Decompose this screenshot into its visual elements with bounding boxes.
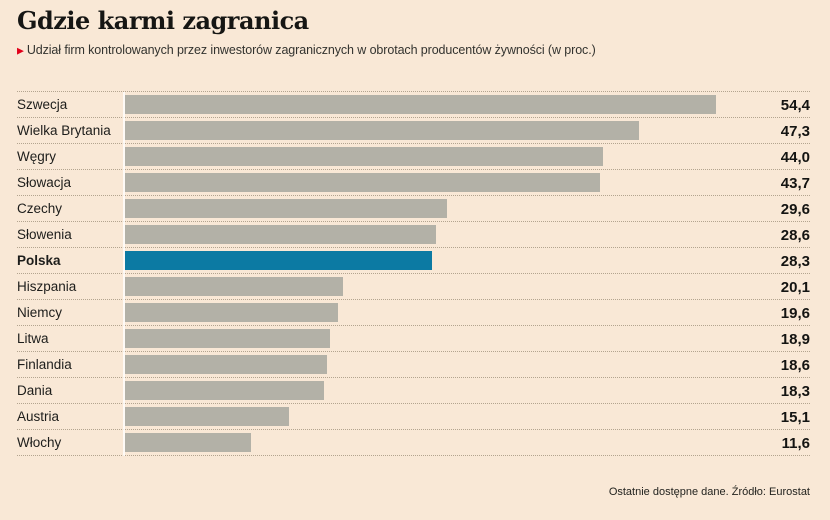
row-label: Litwa: [17, 331, 49, 347]
chart-subtitle-text: Udział firm kontrolowanych przez inwesto…: [26, 43, 596, 57]
bar: [125, 198, 447, 218]
row-value: 18,9: [780, 330, 810, 348]
bar-track: [123, 221, 748, 248]
bar-track: [123, 169, 748, 196]
source-note: Ostatnie dostępne dane. Źródło: Eurostat: [608, 486, 810, 498]
bar-track: [123, 117, 748, 144]
bar: [125, 172, 600, 192]
bar-chart: Szwecja 54,4 Wielka Brytania 47,3 Węgry 44,0 S…: [17, 91, 810, 456]
row-label: Austria: [17, 409, 60, 425]
chart-row: Wielka Brytania 47,3: [17, 117, 810, 144]
chart-row: Słowenia 28,6: [17, 221, 810, 248]
row-value: 54,4: [780, 96, 810, 114]
bar: [125, 380, 324, 400]
bar-track: [123, 91, 748, 118]
bar-track: [123, 299, 748, 326]
bar-track: [123, 325, 748, 352]
chart-title: Gdzie karmi zagranica: [17, 6, 309, 35]
chart-row: Finlandia 18,6: [17, 351, 810, 378]
bar-track: [123, 247, 748, 274]
bar: [125, 94, 716, 114]
chart-row: Węgry 44,0: [17, 143, 810, 170]
row-label: Polska: [17, 253, 61, 269]
row-value: 20,1: [780, 278, 810, 296]
row-label: Hiszpania: [17, 279, 77, 295]
row-value: 19,6: [780, 304, 810, 322]
row-label: Niemcy: [17, 305, 63, 321]
row-label: Wielka Brytania: [17, 123, 111, 139]
chart-row: Włochy 11,6: [17, 429, 810, 456]
chart-row: Słowacja 43,7: [17, 169, 810, 196]
row-label: Włochy: [17, 435, 62, 451]
chart-row: Hiszpania 20,1: [17, 273, 810, 300]
row-label: Dania: [17, 383, 53, 399]
chart-subtitle: ▶ Udział firm kontrolowanych przez inwes…: [17, 43, 596, 57]
chart-row: Szwecja 54,4: [17, 91, 810, 118]
bar-track: [123, 377, 748, 404]
bar: [125, 302, 338, 322]
bar-track: [123, 429, 748, 456]
row-label: Finlandia: [17, 357, 72, 373]
row-label: Węgry: [17, 149, 57, 165]
chart-row: Austria 15,1: [17, 403, 810, 430]
bar: [125, 276, 344, 296]
row-label: Słowacja: [17, 175, 72, 191]
row-value: 29,6: [780, 200, 810, 218]
row-label: Czechy: [17, 201, 63, 217]
row-value: 28,3: [780, 252, 810, 270]
bar: [125, 120, 639, 140]
row-value: 18,6: [780, 356, 810, 374]
bar-track: [123, 273, 748, 300]
chart-row: Polska 28,3: [17, 247, 810, 274]
row-value: 11,6: [781, 434, 810, 452]
bar-track: [123, 403, 748, 430]
bar: [125, 432, 251, 452]
bar: [125, 406, 289, 426]
row-label: Słowenia: [17, 227, 72, 243]
row-value: 43,7: [780, 174, 810, 192]
row-label: Szwecja: [17, 97, 68, 113]
row-value: 47,3: [780, 122, 810, 140]
chart-row: Czechy 29,6: [17, 195, 810, 222]
bar-track: [123, 195, 748, 222]
bar: [125, 354, 327, 374]
chart-row: Niemcy 19,6: [17, 299, 810, 326]
bar-track: [123, 351, 748, 378]
bar: [125, 224, 436, 244]
bar: [125, 146, 603, 166]
bar-track: [123, 143, 748, 170]
bar: [125, 328, 331, 348]
row-value: 15,1: [780, 408, 810, 426]
chart-row: Dania 18,3: [17, 377, 810, 404]
row-value: 28,6: [780, 226, 810, 244]
row-value: 44,0: [780, 148, 810, 166]
chart-row: Litwa 18,9: [17, 325, 810, 352]
bar-highlighted: [125, 250, 433, 270]
row-value: 18,3: [780, 382, 810, 400]
red-triangle-bullet-icon: ▶: [17, 45, 24, 55]
